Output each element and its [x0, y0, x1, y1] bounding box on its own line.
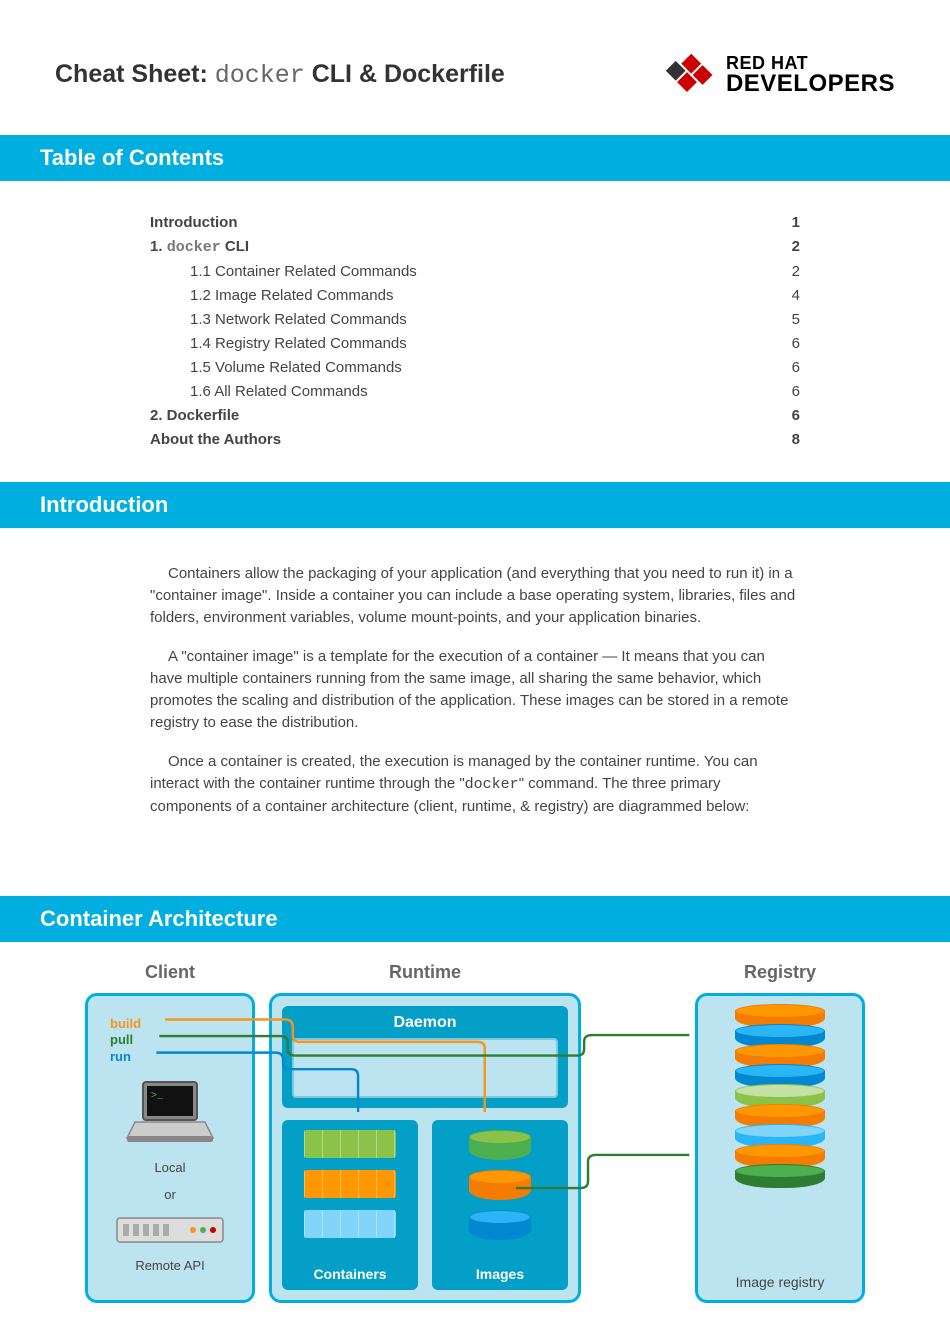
runtime-column: Runtime Daemon Containers Images [269, 962, 581, 1303]
cmd-run: run [110, 1049, 141, 1066]
section-arch: Container Architecture [0, 896, 950, 942]
image-cylinder [469, 1170, 531, 1200]
images-box: Images [432, 1120, 568, 1290]
redhat-logo-icon [658, 50, 716, 100]
container-bar [304, 1210, 396, 1238]
container-bar [304, 1130, 396, 1158]
intro-text: Containers allow the packaging of your a… [55, 528, 895, 896]
toc-row: 1.4 Registry Related Commands6 [150, 332, 800, 356]
daemon-inner [292, 1038, 558, 1098]
or-label: or [164, 1187, 176, 1202]
section-toc: Table of Contents [0, 135, 950, 181]
local-label: Local [154, 1160, 185, 1175]
toc-row: Introduction1 [150, 211, 800, 235]
image-cylinder [469, 1130, 531, 1160]
redhat-logo: RED HAT DEVELOPERS [658, 50, 895, 100]
container-bar [304, 1170, 396, 1198]
toc-row: 1.5 Volume Related Commands6 [150, 356, 800, 380]
toc: Introduction11. docker CLI21.1 Container… [55, 181, 895, 482]
section-intro: Introduction [0, 482, 950, 528]
registry-sublabel: Image registry [736, 1274, 825, 1290]
containers-label: Containers [313, 1266, 386, 1282]
registry-stack [735, 1004, 825, 1188]
client-column: Client build pull run >_ Local [85, 962, 255, 1303]
title-prefix: Cheat Sheet: [55, 60, 215, 88]
client-label: Client [145, 962, 195, 983]
toc-row: 2. Dockerfile6 [150, 404, 800, 428]
images-label: Images [476, 1266, 524, 1282]
title-mono: docker [215, 61, 305, 90]
toc-row: 1.2 Image Related Commands4 [150, 284, 800, 308]
runtime-label: Runtime [389, 962, 461, 983]
laptop-icon: >_ [125, 1078, 215, 1148]
server-icon [115, 1214, 225, 1246]
containers-box: Containers [282, 1120, 418, 1290]
toc-row: 1.1 Container Related Commands2 [150, 260, 800, 284]
page-header: Cheat Sheet: docker CLI & Dockerfile RED… [55, 50, 895, 100]
registry-label: Registry [744, 962, 816, 983]
logo-text-bottom: DEVELOPERS [726, 72, 895, 96]
intro-p1: Containers allow the packaging of your a… [150, 563, 800, 628]
intro-p2: A "container image" is a template for th… [150, 646, 800, 733]
intro-p3: Once a container is created, the executi… [150, 751, 800, 817]
registry-box: Image registry [695, 993, 865, 1303]
cmd-pull: pull [110, 1032, 141, 1049]
runtime-box: Daemon Containers Images [269, 993, 581, 1303]
remote-label: Remote API [135, 1258, 204, 1273]
architecture-diagram: Client build pull run >_ Local [55, 942, 895, 1303]
command-list: build pull run [110, 1016, 141, 1067]
daemon-label: Daemon [292, 1014, 558, 1032]
toc-row: 1. docker CLI2 [150, 235, 800, 260]
toc-row: 1.3 Network Related Commands5 [150, 308, 800, 332]
page-title: Cheat Sheet: docker CLI & Dockerfile [55, 60, 505, 90]
image-cylinder [469, 1210, 531, 1240]
registry-cylinder [735, 1164, 825, 1188]
toc-row: 1.6 All Related Commands6 [150, 380, 800, 404]
cmd-build: build [110, 1016, 141, 1033]
daemon-box: Daemon [282, 1006, 568, 1108]
client-box: build pull run >_ Local or [85, 993, 255, 1303]
title-suffix: CLI & Dockerfile [305, 60, 505, 88]
svg-text:>_: >_ [151, 1091, 164, 1102]
toc-row: About the Authors8 [150, 428, 800, 452]
registry-column: Registry Image registry [695, 962, 865, 1303]
